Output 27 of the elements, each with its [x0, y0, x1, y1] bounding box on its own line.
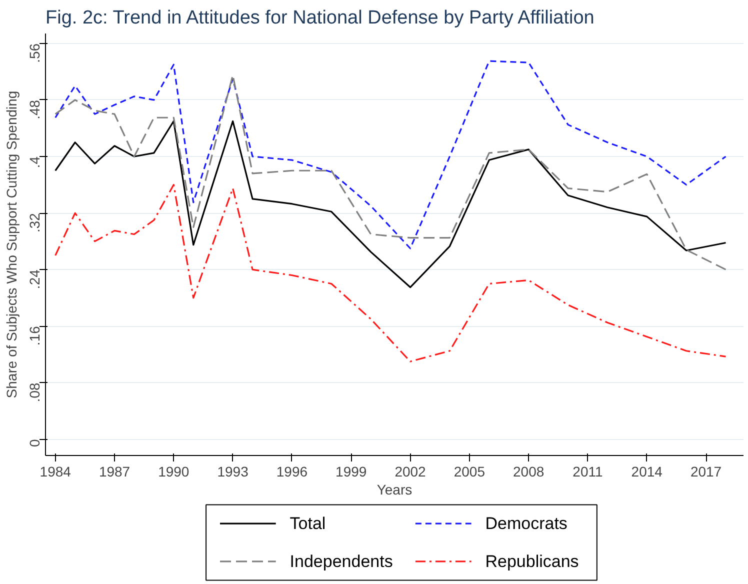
y-axis-title: Share of Subjects Who Support Cutting Spending [4, 90, 20, 398]
x-tick-label: 2014 [631, 464, 663, 480]
legend-label: Total [290, 514, 326, 534]
y-tick-label: .56 [26, 43, 42, 63]
x-tick-label: 1993 [217, 464, 249, 480]
y-tick-label: .48 [26, 100, 42, 120]
y-tick-label: .16 [26, 326, 42, 346]
x-tick-label: 1999 [336, 464, 367, 480]
legend-label: Independents [290, 552, 393, 571]
x-tick-label: 1984 [40, 464, 72, 480]
y-tick-label: .32 [26, 212, 42, 233]
x-tick-label: 1990 [158, 464, 190, 480]
x-axis-title: Years [376, 482, 412, 498]
x-tick-label: 2017 [690, 464, 722, 480]
chart-title: Fig. 2c: Trend in Attitudes for National Defense by Party Affiliation [46, 8, 594, 28]
y-tick-label: 0 [26, 439, 42, 448]
y-tick-label: .08 [26, 382, 42, 402]
y-tick-label: .4 [26, 156, 42, 168]
y-tick-label: .24 [26, 269, 42, 290]
legend-label: Republicans [485, 552, 579, 571]
x-tick-label: 2002 [394, 464, 426, 480]
x-tick-label: 2011 [572, 464, 603, 480]
x-tick-label: 2005 [454, 464, 486, 480]
x-tick-label: 2008 [513, 464, 544, 480]
legend-label: Democrats [485, 514, 568, 534]
x-tick-label: 1996 [276, 464, 308, 480]
x-tick-label: 1987 [98, 464, 130, 480]
